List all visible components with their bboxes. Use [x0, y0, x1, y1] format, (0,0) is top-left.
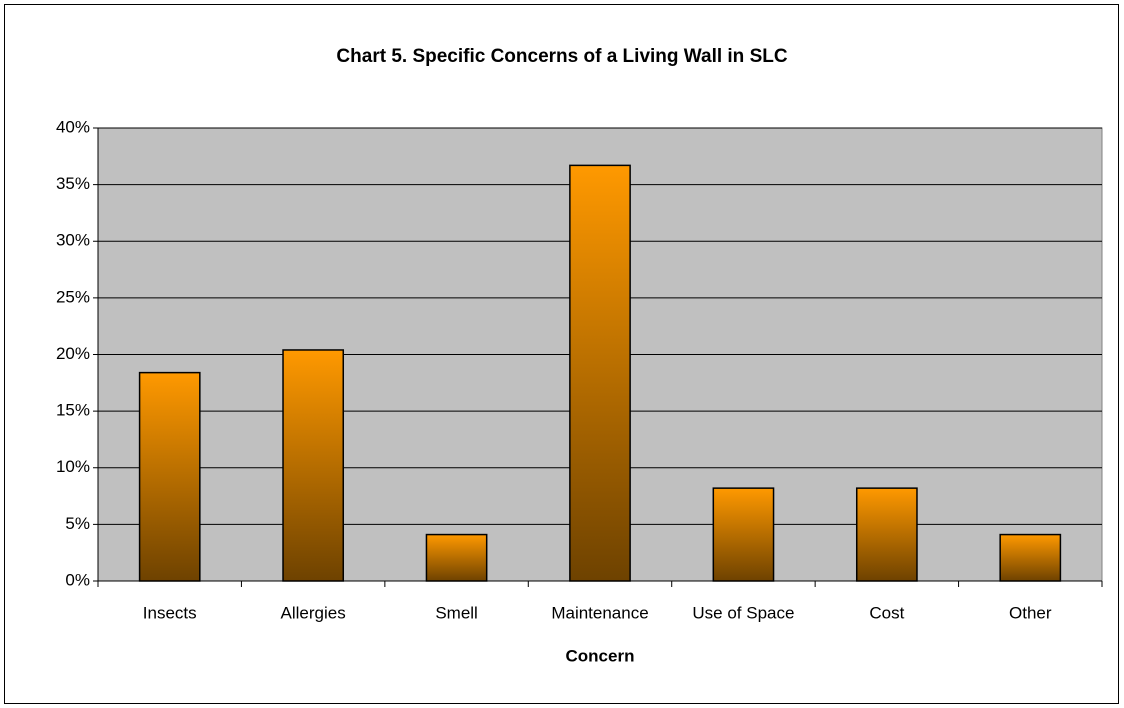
y-tick-label: 10%	[56, 457, 90, 476]
y-tick-label: 35%	[56, 174, 90, 193]
x-tick-label: Smell	[435, 603, 478, 622]
y-tick-label: 20%	[56, 344, 90, 363]
chart-title: Chart 5. Specific Concerns of a Living W…	[336, 46, 787, 67]
y-tick-label: 0%	[65, 570, 90, 589]
bar	[138, 371, 201, 582]
x-tick-label: Use of Space	[692, 603, 794, 622]
x-tick-label: Other	[1009, 603, 1052, 622]
x-tick-label: Insects	[143, 603, 197, 622]
x-tick-label: Maintenance	[551, 603, 648, 622]
bar	[999, 533, 1062, 582]
bar	[712, 487, 775, 582]
bar	[855, 487, 918, 582]
bar	[569, 164, 631, 582]
x-tick-label: Allergies	[281, 603, 346, 622]
bar	[282, 349, 345, 582]
y-tick-label: 15%	[56, 401, 90, 420]
x-axis-title: Concern	[566, 646, 635, 665]
y-tick-label: 30%	[56, 231, 90, 250]
y-tick-label: 5%	[65, 514, 90, 533]
x-tick-label: Cost	[869, 603, 904, 622]
bar	[425, 533, 488, 582]
y-tick-label: 25%	[56, 287, 90, 306]
y-tick-label: 40%	[56, 117, 90, 136]
